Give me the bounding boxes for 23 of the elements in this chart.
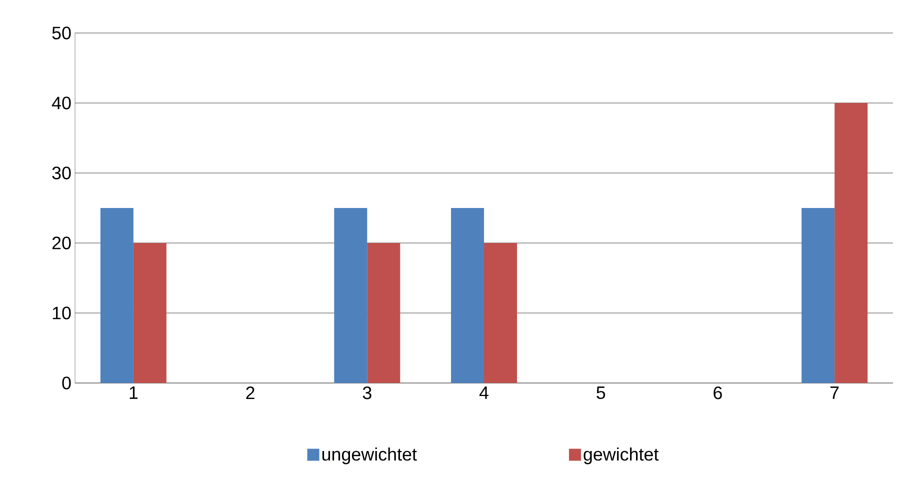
- bar: [367, 242, 400, 383]
- x-tick-label: 2: [246, 386, 254, 400]
- x-tick-label: 7: [830, 386, 839, 399]
- bar: [133, 242, 166, 383]
- y-tick-label: 20: [52, 236, 71, 250]
- x-tick-label: 5: [596, 386, 606, 400]
- y-tick-label: 50: [52, 26, 71, 40]
- x-tick-label: 4: [479, 386, 488, 399]
- legend-label: ungewichtet: [322, 448, 417, 464]
- bar: [451, 208, 484, 383]
- x-tick-label: 6: [714, 386, 722, 400]
- legend-label: gewichtet: [584, 448, 659, 464]
- y-tick-label: 40: [52, 96, 71, 110]
- x-tick-label: 3: [362, 386, 372, 400]
- bar: [100, 208, 134, 383]
- bar: [484, 242, 518, 383]
- bar: [834, 102, 868, 383]
- y-tick-label: 0: [62, 376, 71, 390]
- bar: [802, 208, 835, 383]
- x-tick-label: 1: [130, 386, 138, 399]
- y-tick-label: 10: [52, 306, 71, 320]
- bar: [334, 208, 368, 383]
- y-tick-label: 30: [52, 166, 71, 180]
